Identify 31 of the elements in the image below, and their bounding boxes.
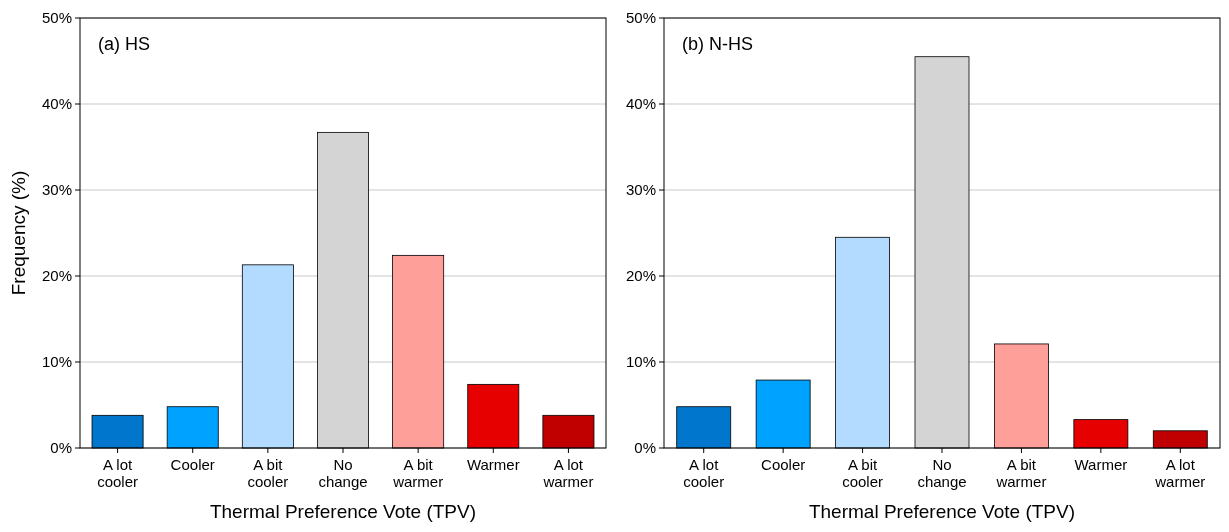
y-tick-label: 40% xyxy=(41,95,72,113)
x-axis-title: Thermal Preference Vote (TPV) xyxy=(209,501,477,522)
x-tick-label: Warmer xyxy=(1074,456,1128,473)
y-axis-title: Frequency (%) xyxy=(8,170,29,296)
x-tick-label: Warmer xyxy=(466,456,520,473)
x-tick-label: Cooler xyxy=(761,456,806,473)
x-tick-label: A lot warmer xyxy=(542,456,594,490)
y-tick-label: 30% xyxy=(41,181,72,199)
x-tick-label: A lot cooler xyxy=(97,456,138,490)
x-tick-label: A lot warmer xyxy=(1154,456,1206,490)
x-tick-label: Cooler xyxy=(170,456,215,473)
annotation: (b) N-HS xyxy=(682,34,753,54)
x-tick-label: A bit warmer xyxy=(995,456,1047,490)
y-tick-label: 50% xyxy=(625,9,656,27)
x-tick-label: A bit cooler xyxy=(247,456,289,490)
y-tick-label: 0% xyxy=(50,439,72,457)
x-tick-label: A lot cooler xyxy=(683,456,725,490)
y-tick-label: 20% xyxy=(625,267,656,285)
x-tick-label: A bit warmer xyxy=(392,456,444,490)
annotation: (a) HS xyxy=(98,34,151,54)
x-tick-label: A bit cooler xyxy=(842,456,883,490)
y-tick-label: 20% xyxy=(41,267,72,285)
x-tick-label: No change xyxy=(318,456,368,490)
y-tick-label: 0% xyxy=(634,439,656,457)
x-axis-title: Thermal Preference Vote (TPV) xyxy=(808,501,1076,522)
y-tick-label: 10% xyxy=(625,353,656,371)
y-tick-label: 40% xyxy=(625,95,656,113)
y-tick-label: 50% xyxy=(41,9,72,27)
y-tick-label: 10% xyxy=(41,353,72,371)
x-tick-label: No change xyxy=(917,456,967,490)
y-tick-label: 30% xyxy=(625,181,656,199)
